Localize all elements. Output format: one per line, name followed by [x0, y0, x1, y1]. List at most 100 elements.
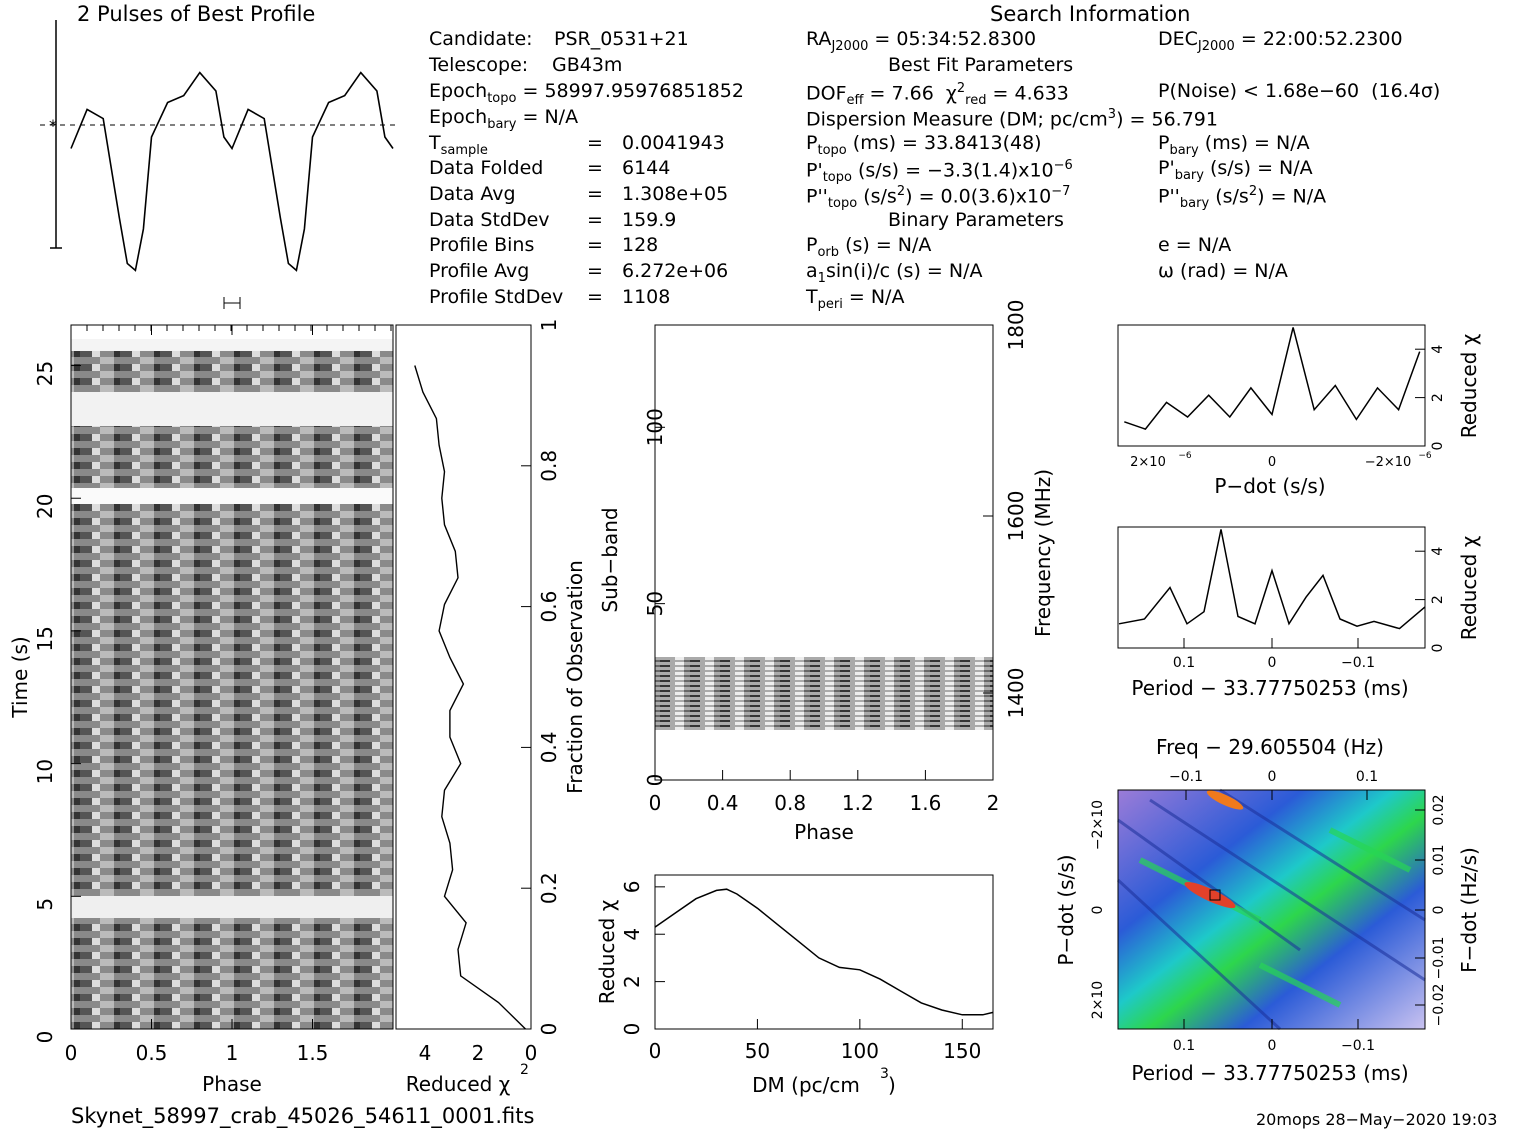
tick-label: 0 [1431, 906, 1447, 915]
footer-filename: Skynet_58997_crab_45026_54611_0001.fits [71, 1104, 535, 1128]
data-avg-value: 1.308e+05 [622, 183, 729, 205]
tick-label: 0.1 [1356, 769, 1378, 785]
tick-label: 1 [226, 1041, 239, 1065]
profile-bins-label: Profile Bins [429, 234, 535, 256]
pnoise-value: P(Noise) < 1.68e−60 (16.4σ) [1158, 80, 1441, 102]
profile-series-line [70, 71, 394, 272]
tick-label: −2×10 [1365, 455, 1412, 470]
tick-label: 0 [649, 791, 662, 815]
telescope-label: Telescope: [429, 54, 529, 76]
pdot-redchi-axis-label: Reduced χ [1457, 334, 1481, 439]
tick-label: 0.5 [136, 1041, 168, 1065]
pdot-axis-label: P−dot (s/s) [1214, 474, 1325, 498]
eq-sign: = [587, 286, 603, 308]
binary-heading: Binary Parameters [888, 209, 1064, 231]
tick-label: 15 [33, 626, 57, 651]
tick-label: −0.02 [1431, 984, 1447, 1027]
phase-axis-label: Phase [202, 1072, 262, 1096]
subband-panel [654, 324, 994, 781]
pd-topo-value: P'topo (s/s) = −3.3(1.4)x10−6 [806, 158, 1073, 186]
tick-exponent: −6 [1418, 451, 1432, 461]
freq-axis-title: Freq − 29.605504 (Hz) [1156, 735, 1384, 759]
fdot-axis-label: F−dot (Hz/s) [1457, 847, 1481, 973]
tick-label: 0 [649, 1039, 662, 1063]
tick-label: 1.5 [297, 1041, 329, 1065]
dof-chi-line: DOFeff = 7.66 χ2red = 4.633 [806, 81, 1069, 109]
tick-label: 0 [525, 1041, 538, 1065]
redchi-time-series-line [414, 365, 526, 1030]
frequency-axis-label: Frequency (MHz) [1031, 469, 1055, 637]
profile-stddev-value: 1108 [622, 286, 671, 308]
dm-redchi-axis-label: Reduced χ [595, 900, 619, 1005]
p-orb-value: Porb (s) = N/A [806, 234, 932, 260]
best-fit-heading: Best Fit Parameters [888, 54, 1074, 76]
dm-axis-sup: 3 [880, 1066, 889, 1082]
candidate-value: PSR_0531+21 [554, 28, 689, 50]
telescope-value: GB43m [552, 54, 623, 76]
a1sini-value: a1sin(i)/c (s) = N/A [806, 260, 983, 286]
dec-value: DECJ2000 = 22:00:52.2300 [1158, 28, 1403, 54]
tick-label: 25 [33, 361, 57, 386]
pdot-panel [1117, 324, 1426, 447]
tick-label: 0.01 [1431, 844, 1447, 875]
pdd-bary-value: P''bary (s/s2) = N/A [1158, 184, 1327, 212]
svg-text:*: * [49, 116, 57, 135]
profile-avg-value: 6.272e+06 [622, 260, 729, 282]
pdd-topo-value: P''topo (s/s2) = 0.0(3.6)x10−7 [806, 184, 1071, 212]
tick-label: 0 [1430, 644, 1446, 653]
tick-label: 0.1 [1173, 655, 1195, 671]
tick-label: 2 [1430, 393, 1446, 402]
pd-bary-value: P'bary (s/s) = N/A [1158, 157, 1313, 183]
data-avg-label: Data Avg [429, 183, 516, 205]
tick-label: 4 [419, 1041, 432, 1065]
eq-sign: = [587, 157, 603, 179]
tick-label: 50 [745, 1039, 770, 1063]
omega-value: ω (rad) = N/A [1158, 260, 1288, 282]
data-stddev-label: Data StdDev [429, 209, 550, 231]
tick-label: 0 [1268, 455, 1276, 470]
tick-label: 0 [620, 1023, 644, 1036]
profile-stddev-label: Profile StdDev [429, 286, 564, 308]
dm-panel [654, 874, 994, 1030]
footer-stamp: 20mops 28−May−2020 19:03 [1256, 1110, 1498, 1129]
tick-label: 0 [33, 1031, 57, 1044]
eq-sign: = [587, 209, 603, 231]
tick-label: 1600 [1004, 491, 1028, 542]
t-sample-label: Tsample [429, 132, 488, 158]
tick-label: 0.8 [774, 791, 806, 815]
tick-label: −0.1 [1341, 655, 1375, 671]
tick-label: 1.2 [842, 791, 874, 815]
tick-label: 1400 [1004, 668, 1028, 719]
profile-bins-value: 128 [622, 234, 659, 256]
t-peri-value: Tperi = N/A [806, 286, 905, 312]
subband-axis-label: Sub−band [598, 507, 622, 612]
period-redchi-axis-label: Reduced χ [1457, 536, 1481, 641]
eq-sign: = [587, 260, 603, 282]
tick-label: 20 [33, 494, 57, 519]
tick-label: −0.1 [1169, 769, 1203, 785]
dm-axis-label: DM (pc/cm [752, 1073, 860, 1097]
time-axis-label: Time (s) [8, 636, 32, 718]
t-sample-value: 0.0041943 [622, 132, 725, 154]
period-series-line [1118, 529, 1426, 630]
search-info-title: Search Information [990, 2, 1191, 26]
candidate-label: Candidate: [429, 28, 533, 50]
p-topo-value: Ptopo (ms) = 33.8413(48) [806, 132, 1042, 158]
dm-value: Dispersion Measure (DM; pc/cm3) = 56.791 [806, 107, 1218, 131]
tick-label: 2×10 [1130, 455, 1166, 470]
dm-axis-end: ) [888, 1073, 896, 1097]
tick-label: 0 [65, 1041, 78, 1065]
tick-label: 0.1 [1173, 1038, 1195, 1054]
time-phase-panel [70, 297, 394, 1030]
epoch-topo: Epochtopo = 58997.95976851852 [429, 80, 744, 106]
tick-label: 100 [841, 1039, 879, 1063]
tick-label: −2×10 [1090, 800, 1106, 850]
eq-sign: = [587, 234, 603, 256]
period-axis-label: Period − 33.77750253 (ms) [1131, 676, 1408, 700]
tick-label: 1800 [1004, 300, 1028, 351]
tick-label: 0 [1268, 769, 1277, 785]
ra-value: RAJ2000 = 05:34:52.8300 [806, 28, 1037, 54]
tick-label: 4 [620, 928, 644, 941]
tick-label: 0 [1430, 442, 1446, 451]
